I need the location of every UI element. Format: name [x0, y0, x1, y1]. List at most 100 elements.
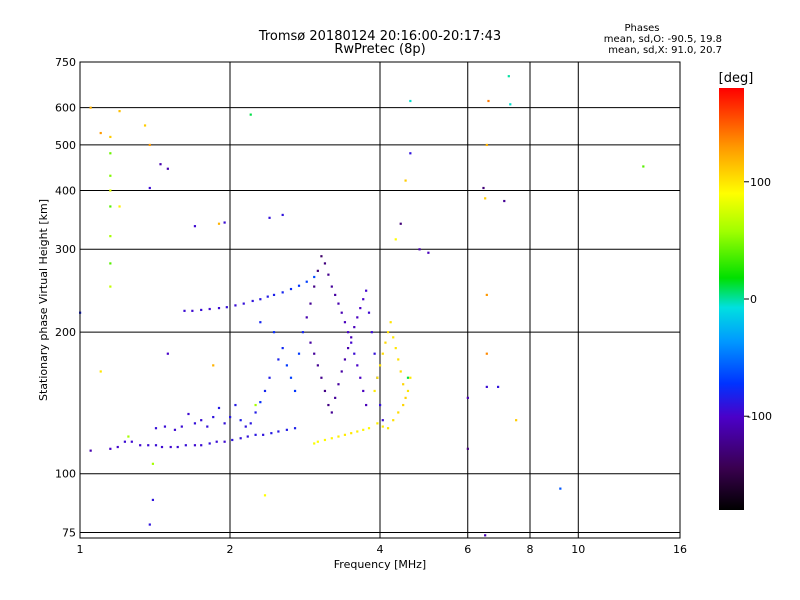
- data-point: [362, 298, 365, 301]
- data-point: [173, 428, 177, 431]
- data-point: [404, 179, 407, 182]
- data-point: [217, 222, 221, 225]
- data-point: [330, 411, 333, 414]
- data-point: [370, 331, 373, 334]
- data-point: [151, 498, 155, 502]
- data-point: [109, 285, 112, 288]
- data-point: [509, 103, 512, 106]
- data-point: [263, 389, 267, 393]
- data-point: [337, 302, 340, 305]
- points-layer: [79, 75, 645, 537]
- data-point: [289, 287, 293, 291]
- data-point: [272, 331, 276, 334]
- data-point: [379, 364, 382, 367]
- data-point: [89, 449, 92, 452]
- chart-subtitle: RwPretec (8p): [334, 42, 425, 57]
- data-point: [343, 321, 347, 324]
- colorbar-ticks: 100 0 -100: [744, 176, 772, 423]
- data-point: [109, 205, 112, 208]
- colorbar-tick-label: 100: [750, 176, 771, 189]
- data-point: [244, 425, 247, 428]
- data-point: [359, 307, 362, 310]
- data-point: [392, 419, 395, 422]
- data-point: [409, 99, 412, 103]
- y-tick-label: 500: [55, 139, 76, 152]
- data-point: [320, 255, 323, 258]
- colorbar-tick-label: 0: [750, 293, 757, 306]
- y-tick-label: 750: [55, 56, 76, 69]
- data-point: [143, 124, 147, 127]
- data-point: [160, 445, 164, 449]
- data-point: [270, 432, 273, 435]
- data-point: [313, 442, 316, 445]
- data-point: [559, 487, 562, 490]
- data-point: [301, 331, 305, 334]
- data-point: [109, 262, 112, 265]
- data-point: [118, 205, 121, 208]
- data-point: [259, 401, 262, 404]
- data-point: [356, 430, 359, 433]
- data-point: [313, 285, 316, 288]
- data-point: [200, 419, 203, 422]
- data-point: [217, 406, 221, 410]
- data-point: [373, 389, 376, 393]
- phase-summary-x: mean, sd,X: 91.0, 20.7: [608, 45, 722, 56]
- data-point: [337, 383, 340, 386]
- data-point: [223, 440, 226, 443]
- data-point: [484, 197, 487, 200]
- data-point: [482, 186, 485, 190]
- data-point: [340, 311, 343, 314]
- data-point: [184, 444, 187, 447]
- data-point: [316, 269, 319, 272]
- data-point: [305, 280, 308, 283]
- data-point: [263, 494, 267, 497]
- plot-area: [79, 61, 681, 539]
- data-point: [406, 389, 410, 393]
- data-point: [193, 444, 197, 447]
- x-tick-label: 1: [77, 543, 84, 556]
- data-point: [289, 376, 293, 379]
- data-point: [485, 352, 488, 355]
- data-point: [356, 316, 359, 319]
- x-tick-label: 2: [227, 543, 234, 556]
- data-point: [350, 336, 353, 339]
- data-point: [409, 376, 412, 379]
- data-point: [330, 437, 333, 440]
- data-point: [123, 440, 126, 443]
- y-tick-labels: 75 100 200 300 400 500 600 750: [55, 56, 76, 539]
- data-point: [183, 309, 186, 312]
- data-point: [130, 440, 133, 443]
- data-point: [305, 316, 308, 319]
- data-point: [334, 293, 337, 297]
- data-point: [139, 444, 142, 447]
- data-point: [127, 435, 130, 438]
- x-tick-labels: 1 2 4 6 8 10 16: [77, 543, 688, 556]
- data-point: [507, 75, 510, 78]
- data-point: [193, 422, 197, 425]
- data-point: [313, 275, 316, 279]
- data-point: [503, 199, 506, 203]
- data-point: [404, 396, 407, 399]
- data-point: [313, 352, 316, 355]
- data-point: [340, 370, 343, 373]
- data-point: [229, 415, 232, 419]
- data-point: [394, 238, 397, 241]
- colorbar-unit-label: [deg]: [719, 71, 754, 86]
- data-point: [384, 341, 387, 344]
- data-point: [485, 143, 488, 147]
- x-tick-label: 4: [377, 543, 384, 556]
- data-point: [316, 440, 319, 443]
- data-point: [427, 251, 430, 254]
- data-point: [166, 352, 169, 355]
- data-point: [496, 385, 500, 389]
- data-point: [254, 411, 257, 414]
- data-point: [277, 430, 280, 433]
- data-point: [397, 411, 400, 414]
- data-point: [376, 376, 379, 379]
- data-point: [359, 376, 362, 379]
- data-point: [350, 432, 353, 435]
- data-point: [337, 435, 340, 438]
- data-point: [262, 433, 265, 436]
- data-point: [381, 352, 384, 355]
